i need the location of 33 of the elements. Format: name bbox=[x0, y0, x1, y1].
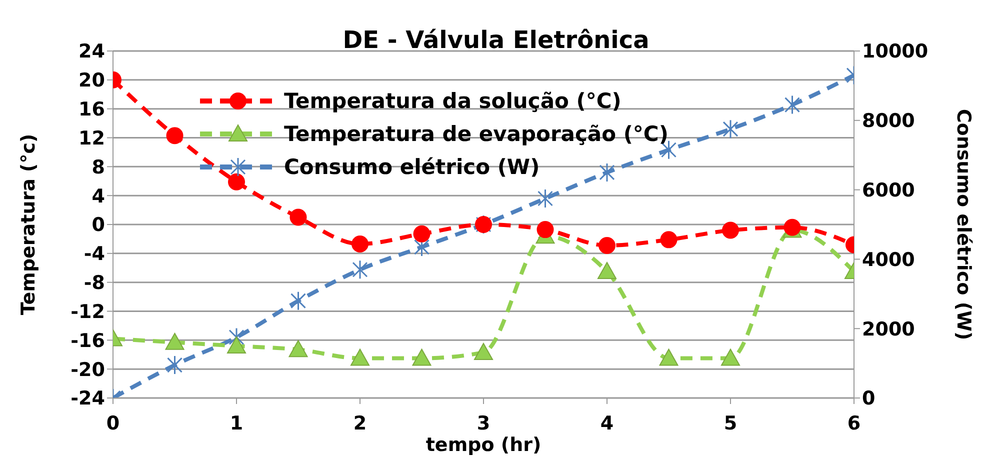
y2-tick-label: 6000 bbox=[862, 180, 915, 202]
legend-label: Temperatura de evaporação (°C) bbox=[284, 122, 668, 146]
legend-label: Consumo elétrico (W) bbox=[284, 154, 540, 178]
y-tick-label: 24 bbox=[78, 40, 105, 63]
x-tick-label: 5 bbox=[724, 412, 738, 434]
x-tick-label: 3 bbox=[476, 412, 490, 434]
y-tick-label: -24 bbox=[70, 388, 105, 410]
y-axis-title: Temperatura (°c) bbox=[18, 134, 40, 316]
y-tick-label: -12 bbox=[70, 300, 105, 323]
y2-tick-label: 4000 bbox=[862, 248, 915, 271]
y2-tick-label: 8000 bbox=[862, 110, 915, 132]
y2-tick-label: 2000 bbox=[862, 318, 915, 340]
y-tick-label: 16 bbox=[78, 98, 105, 121]
x-tick-label: 2 bbox=[353, 412, 367, 434]
y-tick-label: -20 bbox=[70, 358, 105, 381]
y-tick-label: -16 bbox=[70, 330, 105, 352]
y2-tick-label: 0 bbox=[862, 388, 876, 410]
y-tick-label: -4 bbox=[84, 243, 105, 266]
y-tick-label: 0 bbox=[92, 214, 105, 236]
x-tick-label: 4 bbox=[600, 412, 614, 434]
y-tick-label: 4 bbox=[92, 185, 105, 208]
x-tick-label: 0 bbox=[106, 412, 120, 434]
x-tick-label: 1 bbox=[230, 412, 244, 434]
y-tick-label: 12 bbox=[78, 127, 105, 150]
x-tick-label: 6 bbox=[847, 412, 861, 434]
y2-axis-title: Consumo elétrico (W) bbox=[952, 108, 974, 340]
x-axis-title: tempo (hr) bbox=[426, 434, 542, 456]
y2-tick-label: 10000 bbox=[862, 40, 928, 63]
y-tick-label: 20 bbox=[78, 70, 105, 92]
y-tick-label: -8 bbox=[84, 272, 105, 294]
chart-title: DE - Válvula Eletrônica bbox=[342, 26, 650, 54]
y-tick-label: 8 bbox=[92, 156, 105, 178]
legend-label: Temperatura da solução (°C) bbox=[284, 88, 622, 112]
